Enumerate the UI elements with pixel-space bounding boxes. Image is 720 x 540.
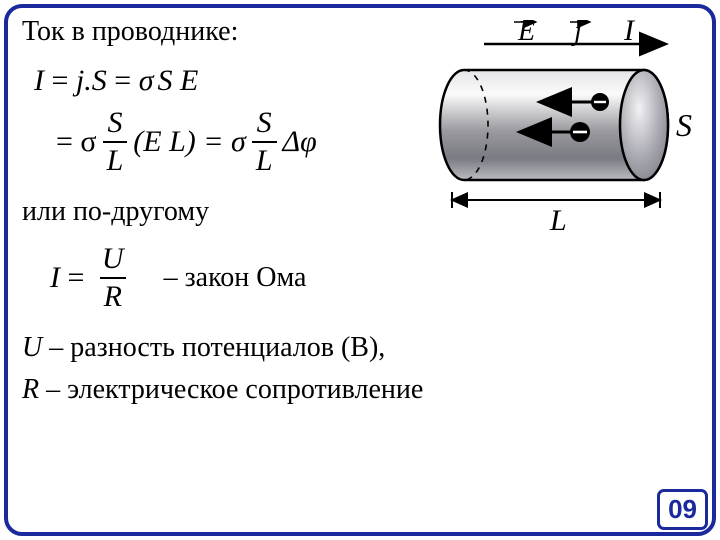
frac-den: R	[100, 277, 126, 314]
def-u-text: – разность потенциалов (В),	[42, 332, 385, 363]
frac-den: L	[252, 141, 277, 178]
area-label-s: S	[676, 107, 692, 143]
definition-r: R – электрическое сопротивление	[22, 374, 698, 406]
ohm-law-row: I = U R – закон Ома	[50, 242, 698, 314]
frac-num: U	[98, 242, 128, 277]
eq1-lhs: I	[34, 64, 44, 98]
fraction-s-over-l: S L	[103, 106, 128, 178]
eq2-prefix: = σ	[56, 125, 97, 159]
ohm-lhs: I	[50, 261, 60, 295]
slide-number-badge: 09	[657, 489, 708, 530]
eq-sign: =	[60, 261, 92, 295]
fraction-s-over-l-2: S L	[252, 106, 277, 178]
fraction-u-over-r: U R	[98, 242, 128, 314]
def-r-sym: R	[22, 374, 39, 405]
eq-sign: =	[44, 64, 76, 98]
vector-label-e: E	[517, 20, 535, 47]
eq1-rhs-b-prefix: σ	[139, 64, 154, 98]
eq-sign: =	[107, 64, 139, 98]
definition-u: U – разность потенциалов (В),	[22, 332, 698, 364]
frac-num: S	[103, 106, 126, 141]
length-label-l: L	[549, 204, 567, 237]
def-r-text: – электрическое сопротивление	[39, 374, 423, 405]
conductor-diagram: E j I S L	[424, 20, 704, 240]
eq1-rhs-b-suffix: S E	[157, 64, 198, 98]
eq1-rhs-a: j.S	[76, 64, 107, 98]
eq2-mid: (E L) = σ	[133, 125, 246, 159]
eq2-suffix: Δφ	[283, 125, 317, 159]
ohm-desc: – закон Ома	[164, 262, 307, 294]
frac-den: L	[103, 141, 128, 178]
frac-num: S	[253, 106, 276, 141]
def-u-sym: U	[22, 332, 42, 363]
